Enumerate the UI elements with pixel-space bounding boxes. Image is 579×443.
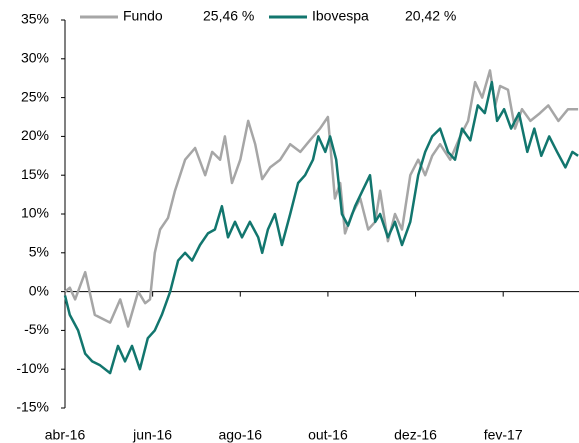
legend-label: Fundo	[123, 8, 163, 24]
y-tick-label: 20%	[21, 127, 49, 143]
x-tick-label: jun-16	[132, 427, 172, 443]
x-tick-label: dez-16	[394, 427, 437, 443]
y-tick-label: -10%	[16, 360, 49, 376]
y-tick-label: 10%	[21, 205, 49, 221]
series-line	[63, 80, 579, 375]
legend-value: 20,42 %	[405, 8, 456, 24]
y-tick-label: 15%	[21, 166, 49, 182]
y-tick-label: 25%	[21, 88, 49, 104]
y-tick-label: 30%	[21, 50, 49, 66]
y-tick-label: -15%	[16, 399, 49, 415]
y-tick-label: 35%	[21, 11, 49, 27]
x-tick-label: abr-16	[45, 427, 86, 443]
legend-label: Ibovespa	[312, 8, 369, 24]
y-tick-label: 0%	[29, 282, 49, 298]
legend-value: 25,46 %	[203, 8, 254, 24]
x-tick-label: fev-17	[484, 427, 523, 443]
series-line	[64, 69, 579, 328]
y-tick-label: 5%	[29, 244, 49, 260]
x-tick-label: ago-16	[218, 427, 262, 443]
y-tick-label: -5%	[24, 321, 49, 337]
x-tick-label: out-16	[308, 427, 348, 443]
